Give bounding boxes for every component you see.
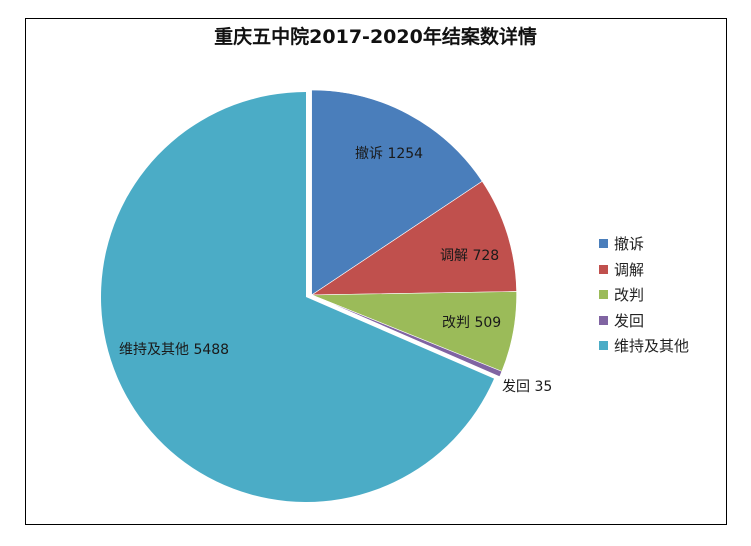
data-label-weichi: 维持及其他 5488 <box>119 342 230 358</box>
legend-label: 调解 <box>614 260 645 279</box>
legend-item-chesu: 撤诉 <box>599 231 689 257</box>
legend-item-fahui: 发回 <box>599 308 689 334</box>
legend: 撤诉 调解 改判 发回 维持及其他 <box>599 231 689 359</box>
data-label-fahui: 发回 35 <box>502 379 553 395</box>
chart-title: 重庆五中院2017-2020年结案数详情 <box>214 26 537 48</box>
pie-slice-1 <box>310 180 517 296</box>
legend-swatch-icon <box>599 315 608 325</box>
pie-slice-4 <box>100 92 495 503</box>
legend-label: 改判 <box>614 286 645 305</box>
pie-slice-0 <box>311 89 483 296</box>
legend-item-tiaojie: 调解 <box>599 257 689 283</box>
pie-slice-3 <box>311 294 503 377</box>
legend-label: 维持及其他 <box>614 337 690 356</box>
legend-label: 发回 <box>614 311 645 330</box>
legend-swatch-icon <box>599 239 608 249</box>
data-label-gaipan: 改判 509 <box>442 315 502 331</box>
legend-swatch-icon <box>599 264 608 274</box>
legend-swatch-icon <box>599 341 608 351</box>
legend-item-gaipan: 改判 <box>599 282 689 308</box>
data-label-tiaojie: 调解 728 <box>440 248 500 264</box>
legend-label: 撤诉 <box>614 235 645 254</box>
legend-item-weichi: 维持及其他 <box>599 333 689 359</box>
legend-swatch-icon <box>599 290 608 300</box>
data-label-chesu: 撤诉 1254 <box>355 146 424 162</box>
